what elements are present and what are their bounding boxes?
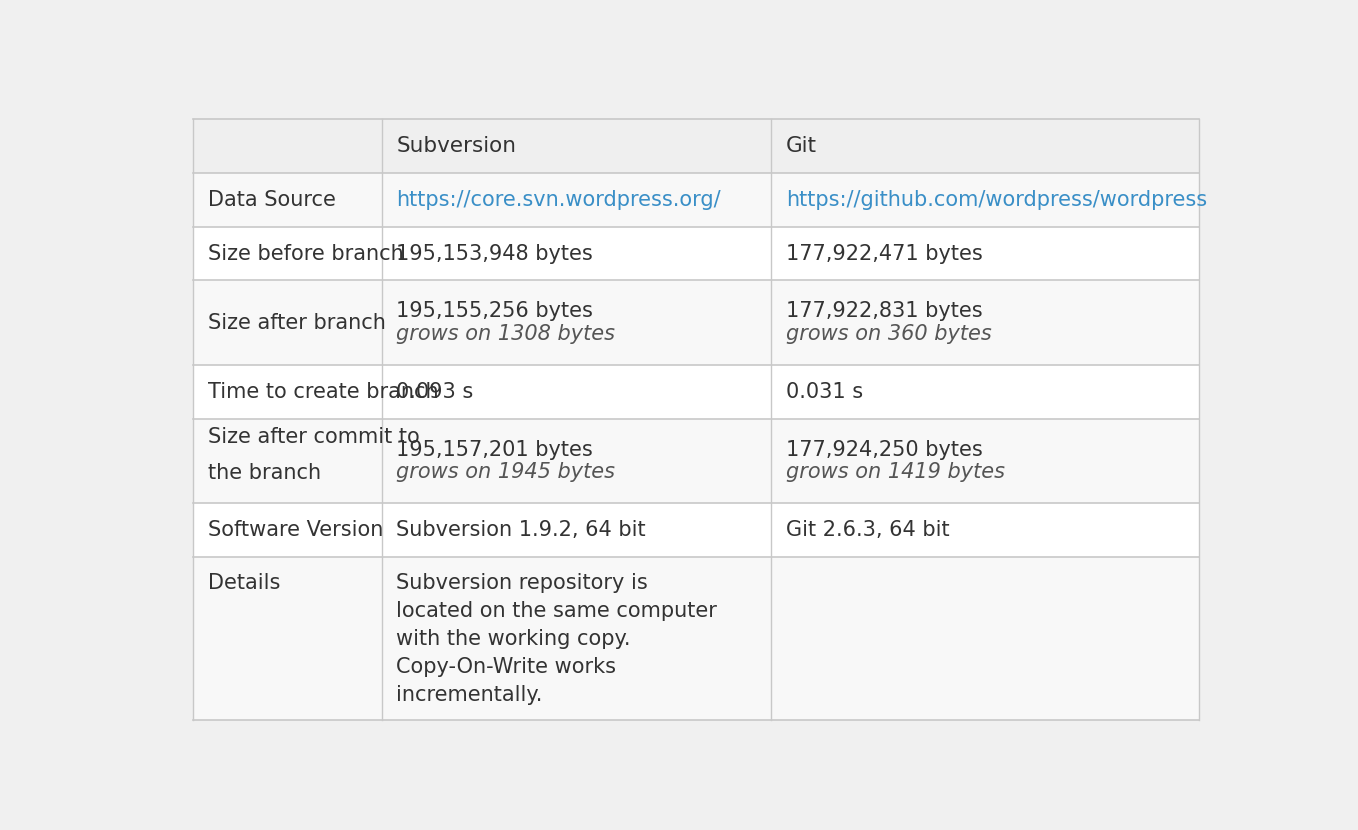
Bar bbox=[193, 503, 1199, 557]
Bar bbox=[193, 419, 1199, 503]
Text: grows on 1945 bytes: grows on 1945 bytes bbox=[397, 462, 615, 482]
Bar bbox=[193, 227, 1199, 281]
Text: Subversion repository is: Subversion repository is bbox=[397, 574, 648, 593]
Text: Size before branch: Size before branch bbox=[208, 243, 403, 264]
Text: 177,922,471 bytes: 177,922,471 bytes bbox=[786, 243, 983, 264]
Text: Data Source: Data Source bbox=[208, 189, 335, 210]
Text: incrementally.: incrementally. bbox=[397, 686, 543, 706]
Text: the branch: the branch bbox=[208, 463, 320, 483]
Bar bbox=[193, 119, 1199, 173]
Text: Subversion: Subversion bbox=[397, 136, 516, 156]
Text: 195,153,948 bytes: 195,153,948 bytes bbox=[397, 243, 593, 264]
Text: Git: Git bbox=[786, 136, 818, 156]
Text: grows on 360 bytes: grows on 360 bytes bbox=[786, 324, 991, 344]
Text: Size after commit to: Size after commit to bbox=[208, 427, 420, 447]
Text: grows on 1419 bytes: grows on 1419 bytes bbox=[786, 462, 1005, 482]
Text: located on the same computer: located on the same computer bbox=[397, 602, 717, 622]
Text: Details: Details bbox=[208, 574, 280, 593]
Text: 177,924,250 bytes: 177,924,250 bytes bbox=[786, 440, 983, 460]
Text: 195,157,201 bytes: 195,157,201 bytes bbox=[397, 440, 593, 460]
Text: grows on 1308 bytes: grows on 1308 bytes bbox=[397, 324, 615, 344]
Text: https://core.svn.wordpress.org/: https://core.svn.wordpress.org/ bbox=[397, 189, 721, 210]
Text: Subversion 1.9.2, 64 bit: Subversion 1.9.2, 64 bit bbox=[397, 520, 646, 540]
Bar bbox=[193, 173, 1199, 227]
Bar bbox=[193, 281, 1199, 365]
Text: Time to create branch: Time to create branch bbox=[208, 382, 439, 402]
Text: Software Version: Software Version bbox=[208, 520, 383, 540]
Text: 0.031 s: 0.031 s bbox=[786, 382, 864, 402]
Text: 177,922,831 bytes: 177,922,831 bytes bbox=[786, 301, 983, 321]
Bar bbox=[193, 557, 1199, 720]
Text: Copy-On-Write works: Copy-On-Write works bbox=[397, 657, 617, 677]
Bar bbox=[193, 365, 1199, 419]
Text: https://github.com/wordpress/wordpress: https://github.com/wordpress/wordpress bbox=[786, 189, 1207, 210]
Text: with the working copy.: with the working copy. bbox=[397, 629, 630, 649]
Text: Git 2.6.3, 64 bit: Git 2.6.3, 64 bit bbox=[786, 520, 949, 540]
Text: Size after branch: Size after branch bbox=[208, 313, 386, 333]
Text: 0.093 s: 0.093 s bbox=[397, 382, 474, 402]
Text: 195,155,256 bytes: 195,155,256 bytes bbox=[397, 301, 593, 321]
